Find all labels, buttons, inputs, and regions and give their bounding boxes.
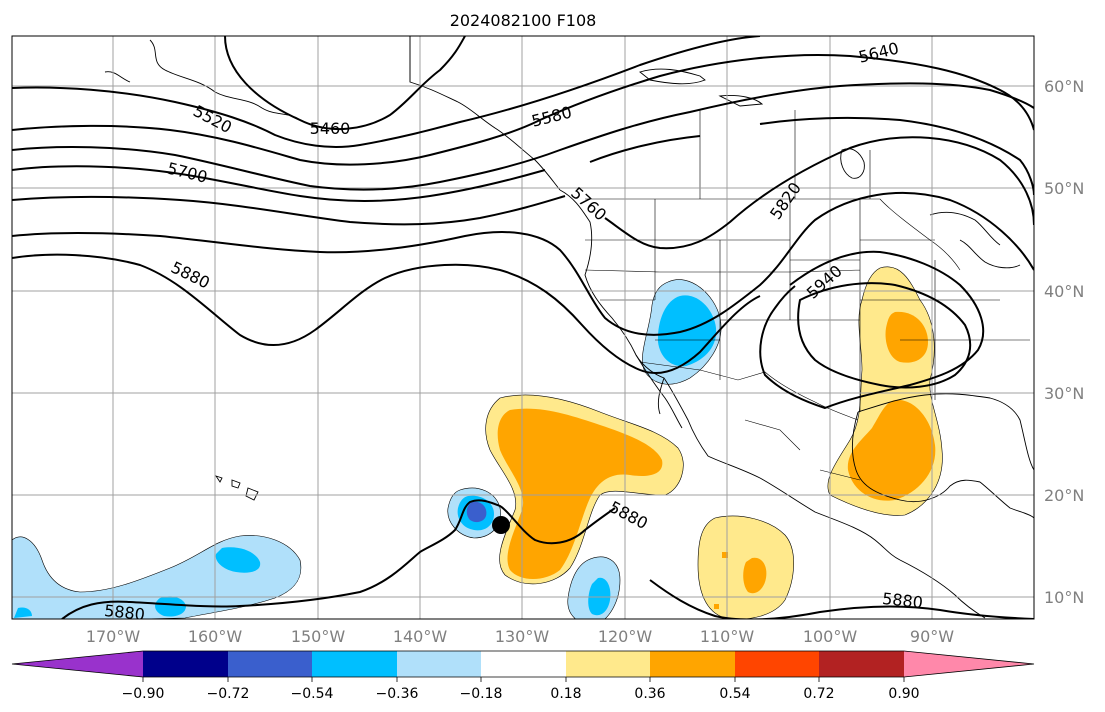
contour-5820 xyxy=(12,191,1034,336)
colorbar-tick-label: 0.36 xyxy=(634,686,665,702)
contour-5700 xyxy=(12,116,1034,202)
lon-label: 170°W xyxy=(86,627,141,646)
map-frame xyxy=(11,35,1035,620)
lat-label: 60°N xyxy=(1044,77,1084,96)
positive-anomaly-south-speck xyxy=(714,604,719,609)
colorbar-tick-label: −0.18 xyxy=(460,686,503,702)
lat-label: 40°N xyxy=(1044,282,1084,301)
cyclone-marker xyxy=(492,516,510,534)
colorbar-tick-label: −0.36 xyxy=(376,686,419,702)
political-borders xyxy=(409,36,1030,481)
colorbar-segment xyxy=(143,651,228,677)
graticule xyxy=(12,36,1034,619)
colorbar-segment xyxy=(481,651,566,677)
colorbar-tick-label: −0.90 xyxy=(122,686,165,702)
colorbar-segment xyxy=(312,651,397,677)
positive-anomaly-central-us-core-south xyxy=(847,399,936,501)
lon-label: 120°W xyxy=(598,627,653,646)
colorbar-segment xyxy=(650,651,735,677)
anomaly-shading xyxy=(12,266,943,619)
negative-anomaly-central-pacific-core xyxy=(14,607,32,618)
negative-anomaly-east-pacific-core xyxy=(466,501,487,523)
lon-label: 90°W xyxy=(910,627,954,646)
lon-label: 130°W xyxy=(495,627,550,646)
map-title: 2024082100 F108 xyxy=(450,11,597,30)
positive-anomaly-east-pacific-core xyxy=(497,408,663,579)
colorbar-ticks xyxy=(142,677,905,682)
positive-anomaly-south-core xyxy=(743,557,767,594)
lon-label: 140°W xyxy=(393,627,448,646)
lat-label: 30°N xyxy=(1044,384,1084,403)
contour-5760 xyxy=(12,136,1034,250)
lon-label: 150°W xyxy=(291,627,346,646)
lon-label: 100°W xyxy=(803,627,858,646)
colorbar-extend-low xyxy=(12,651,143,677)
negative-anomaly-central-pacific-core xyxy=(215,547,261,573)
colorbar-segment xyxy=(819,651,904,677)
contour-5580 xyxy=(12,54,1034,166)
colorbar: −0.90 −0.72 −0.54 −0.36 −0.18 0.18 0.36 … xyxy=(11,650,1035,702)
colorbar-tick-label: 0.90 xyxy=(888,686,919,702)
negative-anomaly-central-pacific-core xyxy=(155,596,186,617)
colorbar-tick-label: 0.54 xyxy=(719,686,750,702)
coastlines xyxy=(104,36,1034,619)
lat-label: 10°N xyxy=(1044,588,1084,607)
lat-label: 50°N xyxy=(1044,179,1084,198)
height-contours xyxy=(12,36,1034,619)
contour-label: 5880 xyxy=(881,589,923,612)
lon-label: 110°W xyxy=(700,627,755,646)
contour-5940 xyxy=(797,282,972,389)
colorbar-extend-high xyxy=(904,651,1034,677)
longitude-labels: 170°W 160°W 150°W 140°W 130°W 120°W 110°… xyxy=(86,627,954,646)
colorbar-segment xyxy=(735,651,819,677)
contour-5520 xyxy=(12,36,761,148)
contour-label: 5460 xyxy=(310,119,351,138)
colorbar-tick-label: 0.18 xyxy=(550,686,581,702)
contour-label: 5880 xyxy=(103,601,145,624)
map-area: 5640 5520 5460 5580 5700 5760 5820 5880 … xyxy=(12,36,1034,624)
contour-5880-main xyxy=(12,250,985,410)
lon-label: 160°W xyxy=(188,627,243,646)
negative-anomaly-south-core xyxy=(588,577,611,616)
positive-anomaly-central-us-core-north xyxy=(885,311,928,363)
colorbar-segment xyxy=(228,651,312,677)
colorbar-tick-label: −0.54 xyxy=(291,686,334,702)
contour-5460 xyxy=(224,36,466,131)
contour-5880-south xyxy=(61,499,1034,619)
colorbar-tick-label: −0.72 xyxy=(207,686,250,702)
colorbar-tick-label: 0.72 xyxy=(803,686,834,702)
lat-label: 20°N xyxy=(1044,486,1084,505)
colorbar-segment xyxy=(566,651,650,677)
contour-5640 xyxy=(12,82,1034,191)
latitude-labels: 60°N 50°N 40°N 30°N 20°N 10°N xyxy=(1044,77,1084,607)
colorbar-segment xyxy=(397,651,481,677)
